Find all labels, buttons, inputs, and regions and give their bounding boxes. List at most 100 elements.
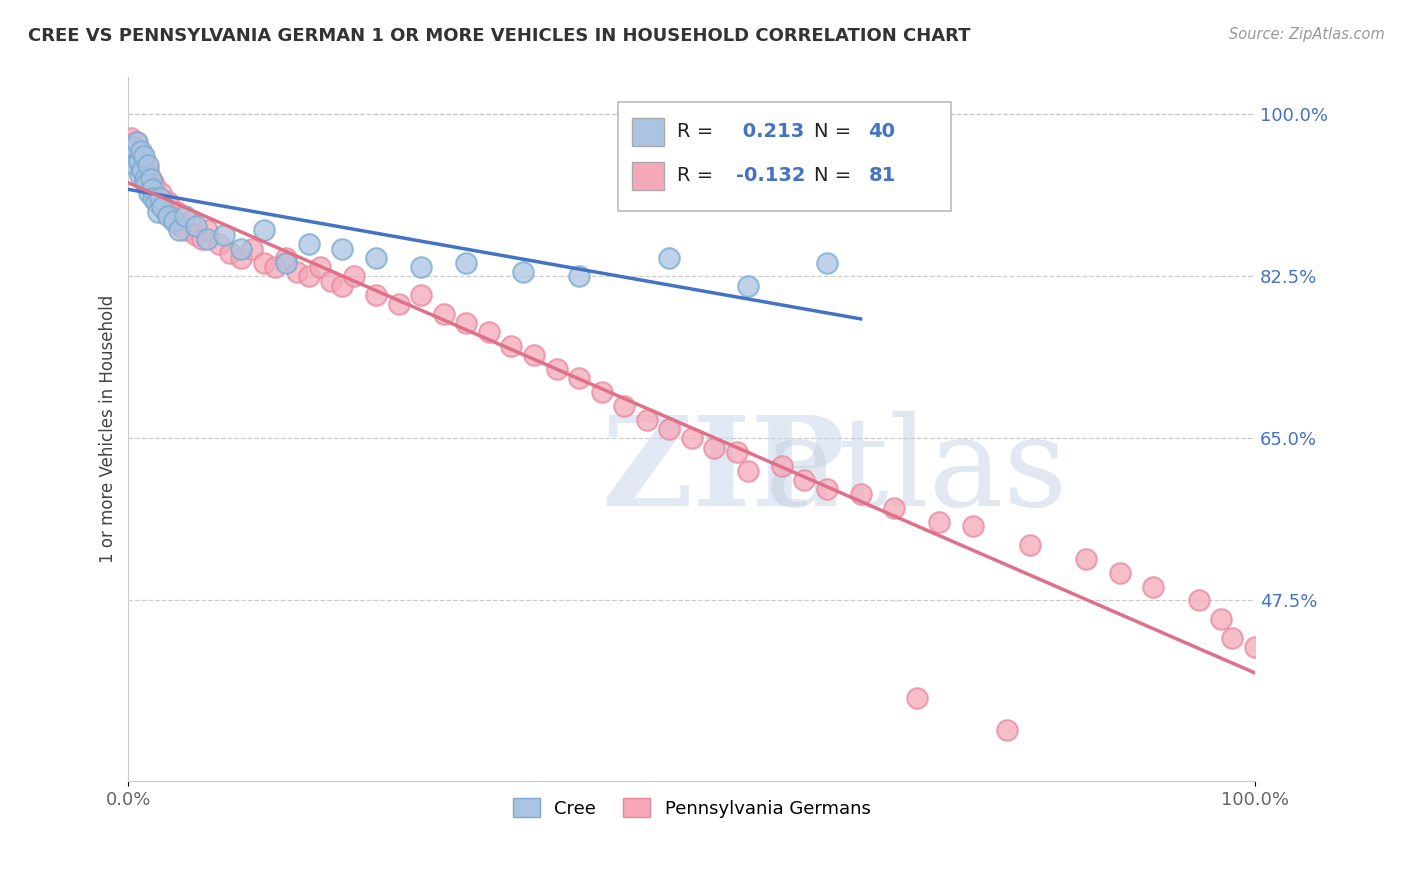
FancyBboxPatch shape [619, 102, 950, 211]
Point [162, 214, 184, 228]
Point [613, 399, 636, 413]
Point [129, 149, 152, 163]
Point [411, 288, 433, 302]
Point [143, 177, 166, 191]
Text: Source: ZipAtlas.com: Source: ZipAtlas.com [1229, 27, 1385, 42]
Point [433, 306, 456, 320]
Point [1142, 580, 1164, 594]
Point [146, 204, 169, 219]
Point [218, 246, 240, 260]
Point [155, 204, 177, 219]
Point [456, 255, 478, 269]
Point [1209, 612, 1232, 626]
Point [478, 325, 501, 339]
Point [212, 227, 235, 242]
Text: R =: R = [678, 167, 720, 186]
Point [1108, 566, 1130, 580]
Point [120, 130, 142, 145]
Point [309, 260, 332, 275]
Point [276, 255, 298, 269]
Text: -0.132: -0.132 [735, 167, 806, 186]
Point [136, 158, 159, 172]
Point [658, 422, 681, 436]
Point [141, 181, 163, 195]
Point [122, 149, 145, 163]
Point [156, 195, 179, 210]
Point [145, 195, 167, 210]
Point [276, 251, 298, 265]
Point [658, 251, 681, 265]
Point [124, 158, 146, 172]
Point [568, 371, 591, 385]
Point [166, 204, 188, 219]
Point [122, 140, 145, 154]
Point [1074, 551, 1097, 566]
Point [131, 163, 153, 178]
Point [207, 237, 229, 252]
Point [128, 158, 150, 172]
Point [173, 223, 195, 237]
Point [145, 191, 167, 205]
Point [343, 269, 366, 284]
Point [134, 168, 156, 182]
Point [523, 348, 546, 362]
Point [128, 153, 150, 168]
Point [253, 255, 276, 269]
Point [173, 209, 195, 223]
Point [703, 441, 725, 455]
Point [142, 186, 165, 201]
Point [366, 251, 388, 265]
Point [636, 413, 658, 427]
Point [366, 288, 388, 302]
Point [135, 172, 157, 186]
Point [681, 432, 703, 446]
Point [793, 473, 815, 487]
Point [128, 153, 150, 168]
Point [815, 483, 838, 497]
Point [1244, 640, 1267, 654]
Point [546, 362, 568, 376]
Point [849, 487, 872, 501]
Point [287, 265, 309, 279]
Point [928, 515, 950, 529]
Point [150, 200, 173, 214]
Point [127, 135, 149, 149]
Point [1018, 538, 1040, 552]
Point [127, 145, 149, 159]
Point [138, 177, 160, 191]
Point [179, 214, 201, 228]
Point [995, 723, 1018, 737]
Point [591, 385, 613, 400]
Point [134, 172, 156, 186]
Text: R =: R = [678, 122, 720, 141]
Point [141, 181, 163, 195]
Point [138, 186, 160, 201]
Point [229, 242, 252, 256]
Point [156, 209, 179, 223]
Point [195, 223, 218, 237]
Point [253, 223, 276, 237]
Point [501, 339, 523, 353]
Point [883, 500, 905, 515]
Text: N =: N = [814, 167, 858, 186]
Point [195, 232, 218, 246]
Point [139, 172, 162, 186]
Y-axis label: 1 or more Vehicles in Household: 1 or more Vehicles in Household [100, 295, 117, 564]
Point [149, 191, 172, 205]
Point [770, 459, 793, 474]
Point [190, 232, 212, 246]
Point [737, 278, 759, 293]
Text: 81: 81 [869, 167, 896, 186]
Point [321, 274, 343, 288]
Point [152, 200, 174, 214]
Point [134, 158, 156, 172]
Point [167, 223, 190, 237]
Point [905, 690, 928, 705]
Text: 0.213: 0.213 [735, 122, 804, 141]
Point [125, 135, 148, 149]
Bar [631, 118, 664, 145]
Point [815, 255, 838, 269]
Point [1187, 593, 1209, 607]
Point [184, 227, 207, 242]
Point [142, 191, 165, 205]
